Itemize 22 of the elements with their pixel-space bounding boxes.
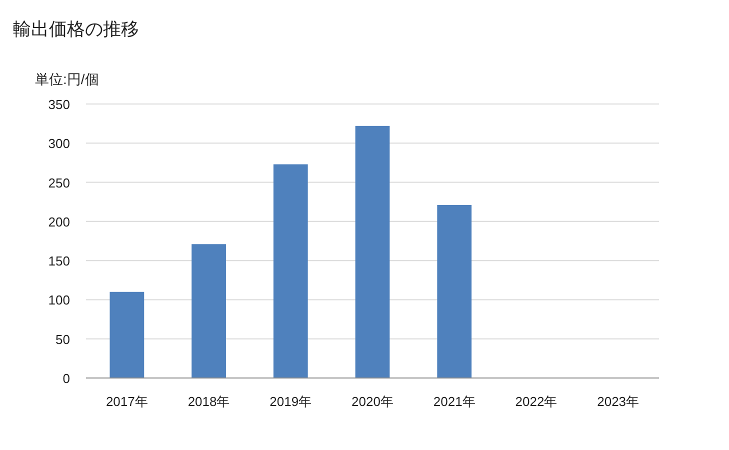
x-tick-label: 2018年 bbox=[188, 394, 230, 409]
x-tick-label: 2023年 bbox=[597, 394, 640, 409]
bar bbox=[355, 126, 390, 378]
y-axis-title: 単位:円/個 bbox=[35, 71, 99, 87]
y-tick-label: 100 bbox=[48, 292, 70, 308]
bar bbox=[192, 244, 226, 378]
y-tick-label: 50 bbox=[56, 332, 70, 347]
bar bbox=[273, 164, 308, 378]
bar bbox=[110, 292, 144, 378]
bar bbox=[437, 204, 472, 378]
y-tick-label: 300 bbox=[48, 136, 70, 152]
y-tick-label: 250 bbox=[48, 175, 70, 190]
x-tick-label: 2021年 bbox=[433, 394, 476, 409]
x-tick-label: 2022年 bbox=[515, 394, 558, 409]
y-tick-label: 150 bbox=[48, 254, 70, 269]
y-tick-label: 0 bbox=[62, 371, 70, 386]
chart-title: 輸出価格の推移 bbox=[13, 19, 139, 39]
y-tick-label: 200 bbox=[48, 214, 70, 230]
y-tick-label: 350 bbox=[48, 97, 70, 112]
x-tick-label: 2017年 bbox=[106, 394, 148, 409]
x-tick-label: 2020年 bbox=[352, 394, 394, 409]
x-tick-label: 2019年 bbox=[270, 394, 312, 409]
